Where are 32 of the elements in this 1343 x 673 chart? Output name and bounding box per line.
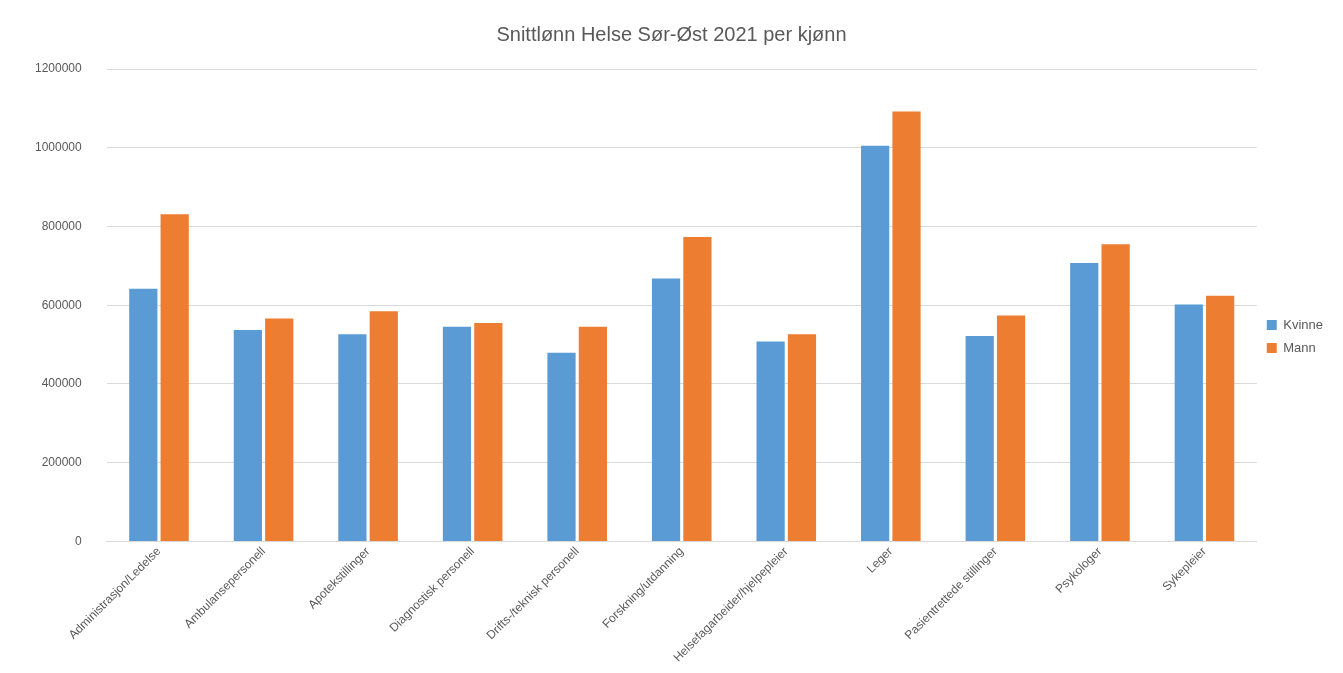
bar: [861, 145, 890, 541]
bar: [338, 334, 367, 541]
bar: [756, 341, 785, 541]
bar: [892, 111, 921, 541]
bar: [369, 311, 398, 541]
bar: [996, 315, 1026, 541]
y-tick-label: 200000: [41, 455, 83, 470]
legend-label: Mann: [1283, 339, 1316, 355]
y-tick-label: 0: [75, 533, 83, 548]
bar: [1070, 263, 1099, 541]
bar: [1101, 244, 1130, 541]
y-tick-label: 600000: [41, 297, 83, 312]
bar: [578, 326, 607, 541]
bar: [547, 352, 576, 541]
y-tick-label: 1000000: [35, 140, 83, 155]
y-tick-label: 1200000: [35, 61, 83, 76]
y-tick-label: 400000: [41, 376, 83, 391]
bar: [129, 288, 158, 541]
legend-label: Kvinne: [1283, 316, 1323, 332]
bar: [651, 278, 681, 541]
y-tick-label: 800000: [41, 218, 83, 233]
bar: [474, 322, 503, 541]
chart-title: Snittlønn Helse Sør-Øst 2021 per kjønn: [496, 22, 847, 45]
bar: [442, 326, 472, 541]
bar: [160, 214, 189, 541]
bar: [787, 334, 817, 541]
bar: [1206, 295, 1235, 541]
bar: [1174, 304, 1203, 541]
bar: [683, 237, 712, 541]
bar: [965, 335, 994, 541]
bar: [265, 318, 294, 541]
bar: [233, 330, 262, 541]
